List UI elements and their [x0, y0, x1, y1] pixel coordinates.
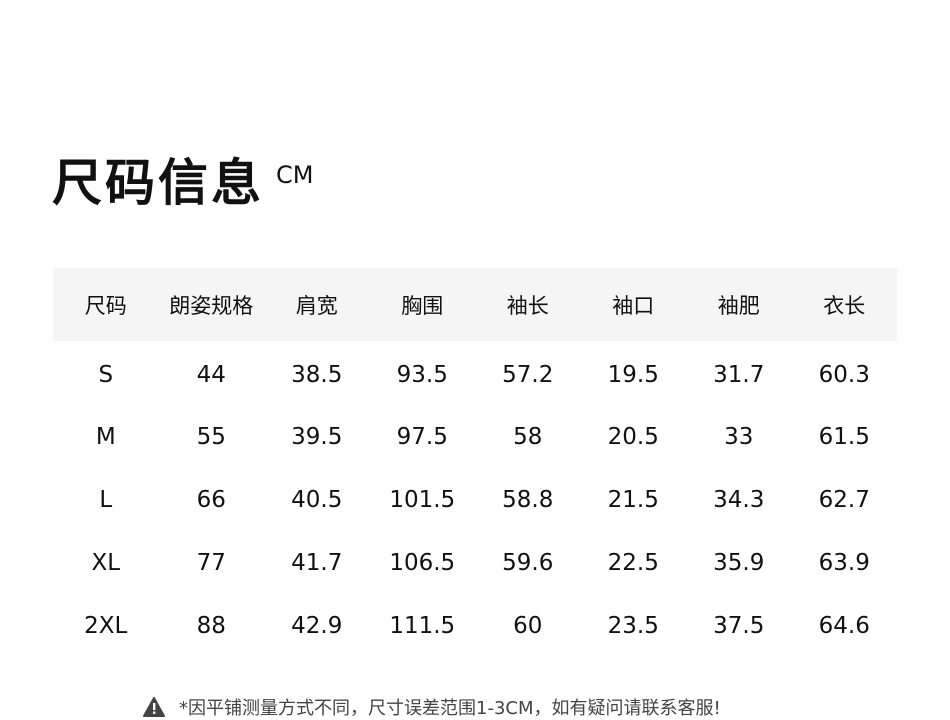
table-cell: 93.5	[396, 362, 448, 388]
table-cell: 19.5	[607, 362, 659, 388]
column-header: 袖口	[580, 268, 686, 341]
table-cell: 88	[196, 612, 226, 639]
table-cell: S	[98, 362, 114, 388]
table-cell: M	[95, 423, 116, 450]
table-cell: 97.5	[396, 423, 448, 450]
note-text: *因平铺测量方式不同，尺寸误差范围1-3CM，如有疑问请联系客服!	[179, 698, 721, 719]
table-cell: 59.6	[502, 549, 554, 576]
size-table: 尺码 朗姿规格 肩宽 胸围 袖长 袖口 袖肥 衣长 S 44 38.5 93.5 57.2 19.5 31…	[53, 268, 897, 657]
column-header: 朗姿规格	[158, 268, 264, 341]
table-row: S 44 38.5 93.5 57.2 19.5 31.7 60.3	[53, 341, 897, 405]
column-header: 肩宽	[264, 268, 370, 341]
table-cell: 66	[196, 486, 226, 513]
table-cell: 22.5	[607, 549, 659, 576]
table-row: L 66 40.5 101.5 58.8 21.5 34.3 62.7	[53, 468, 897, 531]
table-cell: 20.5	[607, 423, 659, 450]
table-cell: 34.3	[713, 486, 765, 513]
table-header-row: 尺码 朗姿规格 肩宽 胸围 袖长 袖口 袖肥 衣长	[53, 268, 897, 341]
table-cell: 57.2	[502, 362, 554, 388]
table-cell: 21.5	[607, 486, 659, 513]
table-cell: 2XL	[84, 612, 128, 639]
unit-label: CM	[276, 161, 314, 189]
table-cell: 64.6	[818, 612, 870, 639]
table-cell: 62.7	[818, 486, 870, 513]
column-header: 尺码	[53, 268, 159, 341]
table-row: XL 77 41.7 106.5 59.6 22.5 35.9 63.9	[53, 531, 897, 594]
column-header: 衣长	[791, 268, 897, 341]
page-title: 尺码信息	[52, 154, 264, 212]
table-row: 2XL 88 42.9 111.5 60 23.5 37.5 64.6	[53, 594, 897, 657]
table-cell: 60	[513, 612, 543, 639]
column-header: 袖长	[475, 268, 581, 341]
table-cell: 106.5	[389, 549, 456, 576]
table-cell: 60.3	[818, 362, 870, 388]
table-cell: 35.9	[713, 549, 765, 576]
measurement-note: *因平铺测量方式不同，尺寸误差范围1-3CM，如有疑问请联系客服!	[143, 694, 721, 720]
table-cell: 23.5	[607, 612, 659, 639]
table-cell: 58	[513, 423, 543, 450]
table-cell: 31.7	[713, 362, 765, 388]
table-cell: 44	[196, 362, 226, 388]
table-cell: 39.5	[291, 423, 343, 450]
table-row: M 55 39.5 97.5 58 20.5 33 61.5	[53, 405, 897, 468]
table-cell: 42.9	[291, 612, 343, 639]
table-cell: 101.5	[389, 486, 456, 513]
table-cell: 58.8	[502, 486, 554, 513]
table-cell: 33	[724, 423, 754, 450]
warning-icon	[143, 697, 165, 717]
table-cell: 61.5	[818, 423, 870, 450]
column-header: 袖肥	[686, 268, 792, 341]
table-cell: 63.9	[818, 549, 870, 576]
table-cell: 55	[196, 423, 226, 450]
table-cell: 111.5	[389, 612, 456, 639]
table-cell: L	[99, 486, 113, 513]
table-cell: 37.5	[713, 612, 765, 639]
table-cell: 41.7	[291, 549, 343, 576]
table-cell: XL	[91, 549, 121, 576]
table-cell: 38.5	[291, 362, 343, 388]
column-header: 胸围	[369, 268, 475, 341]
table-cell: 40.5	[291, 486, 343, 513]
table-cell: 77	[196, 549, 226, 576]
